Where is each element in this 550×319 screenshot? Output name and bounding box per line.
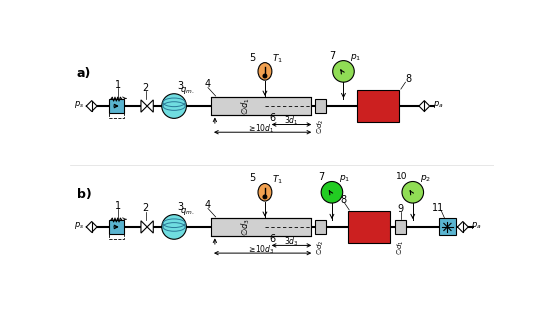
Text: 5: 5 bbox=[250, 53, 256, 63]
Bar bbox=[211, 97, 311, 115]
Bar bbox=[109, 220, 124, 234]
Text: $p_2$: $p_2$ bbox=[420, 173, 431, 184]
Text: $p_1$: $p_1$ bbox=[350, 52, 361, 63]
Text: 8: 8 bbox=[405, 74, 411, 84]
Text: 6: 6 bbox=[270, 113, 276, 123]
Text: $\varnothing d_1$: $\varnothing d_1$ bbox=[239, 97, 252, 115]
Bar bbox=[109, 99, 124, 113]
Text: 10: 10 bbox=[396, 172, 408, 182]
Text: 5: 5 bbox=[250, 174, 256, 183]
Text: 2: 2 bbox=[142, 83, 149, 93]
Bar bbox=[357, 90, 399, 122]
Circle shape bbox=[402, 182, 424, 203]
Text: 7: 7 bbox=[329, 51, 336, 61]
Text: b): b) bbox=[76, 188, 91, 201]
Text: 2: 2 bbox=[142, 204, 149, 213]
Bar bbox=[315, 99, 326, 113]
Bar bbox=[109, 234, 124, 239]
Text: $\varnothing d_3$: $\varnothing d_3$ bbox=[239, 218, 252, 236]
Text: 8: 8 bbox=[340, 195, 346, 205]
Text: $p_a$: $p_a$ bbox=[471, 220, 482, 231]
Circle shape bbox=[263, 74, 267, 78]
Text: 3: 3 bbox=[177, 202, 183, 212]
Text: 1: 1 bbox=[115, 201, 121, 211]
Text: 4: 4 bbox=[205, 79, 211, 90]
Text: 4: 4 bbox=[205, 200, 211, 210]
Text: $q_{m.}$: $q_{m.}$ bbox=[180, 206, 195, 217]
Text: $p_a$: $p_a$ bbox=[433, 99, 443, 110]
Ellipse shape bbox=[258, 63, 272, 80]
Text: $p_s$: $p_s$ bbox=[74, 220, 85, 231]
Text: 9: 9 bbox=[398, 204, 404, 214]
Bar bbox=[439, 219, 456, 235]
Text: $\geq\!10d_3$: $\geq\!10d_3$ bbox=[248, 243, 275, 256]
Text: $p_s$: $p_s$ bbox=[74, 99, 85, 110]
Polygon shape bbox=[147, 100, 153, 112]
Bar bbox=[348, 211, 390, 243]
Circle shape bbox=[263, 195, 267, 199]
Text: $3d_1$: $3d_1$ bbox=[284, 115, 299, 127]
Bar bbox=[395, 220, 406, 234]
Text: 1: 1 bbox=[115, 80, 121, 90]
Text: $T_1$: $T_1$ bbox=[272, 174, 283, 186]
Text: 11: 11 bbox=[432, 203, 444, 213]
Text: $\geq\!10d_1$: $\geq\!10d_1$ bbox=[248, 122, 275, 135]
Polygon shape bbox=[141, 100, 147, 112]
Text: $p_1$: $p_1$ bbox=[339, 173, 350, 184]
Circle shape bbox=[162, 94, 186, 118]
Text: $T_1$: $T_1$ bbox=[272, 53, 283, 65]
Bar bbox=[211, 218, 311, 236]
Text: 6: 6 bbox=[270, 234, 276, 244]
Circle shape bbox=[162, 215, 186, 239]
Text: 3: 3 bbox=[177, 81, 183, 91]
Text: $\varnothing d_1$: $\varnothing d_1$ bbox=[395, 240, 406, 255]
Text: $3d_3$: $3d_3$ bbox=[284, 235, 299, 248]
Circle shape bbox=[321, 182, 343, 203]
Text: $q_{m.}$: $q_{m.}$ bbox=[180, 85, 195, 96]
Bar bbox=[109, 113, 124, 118]
Bar bbox=[315, 220, 326, 234]
Text: $\varnothing d_2$: $\varnothing d_2$ bbox=[315, 119, 326, 134]
Polygon shape bbox=[147, 221, 153, 233]
Polygon shape bbox=[141, 221, 147, 233]
Text: 7: 7 bbox=[318, 172, 324, 182]
Ellipse shape bbox=[258, 183, 272, 201]
Circle shape bbox=[333, 61, 354, 82]
Text: $\varnothing d_2$: $\varnothing d_2$ bbox=[315, 240, 326, 255]
Text: a): a) bbox=[77, 67, 91, 80]
